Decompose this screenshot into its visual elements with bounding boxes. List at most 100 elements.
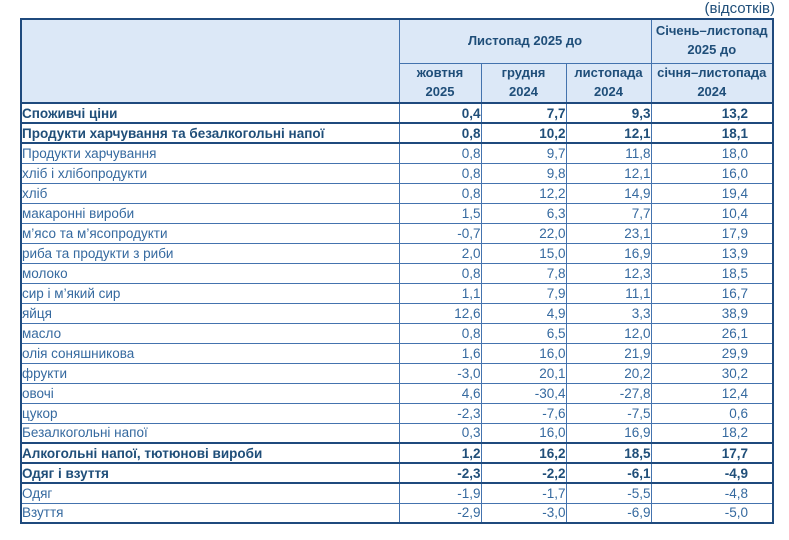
row-value: -6,1 [565, 462, 652, 484]
row-label: Взуття [20, 502, 400, 524]
row-label: м’ясо та м’ясопродукти [20, 222, 400, 244]
row-value: 0,8 [398, 182, 482, 204]
row-value: 17,9 [650, 222, 774, 244]
row-value: -2,2 [480, 462, 567, 484]
row-value: 16,0 [480, 422, 567, 444]
row-value: 0,8 [398, 142, 482, 164]
row-value: 12,1 [565, 162, 652, 184]
row-label: риба та продукти з риби [20, 242, 400, 264]
row-value: 7,7 [480, 102, 567, 124]
row-value: 16,9 [565, 242, 652, 264]
row-label: молоко [20, 262, 400, 284]
row-value: 18,5 [650, 262, 774, 284]
row-label: Споживчі ціни [20, 102, 400, 124]
row-value: 0,8 [398, 122, 482, 144]
row-value: -3,0 [398, 362, 482, 384]
row-value: 29,9 [650, 342, 774, 364]
row-value: 12,0 [565, 322, 652, 344]
row-value: -4,8 [650, 482, 774, 504]
row-value: 20,2 [565, 362, 652, 384]
table-row: Алкогольні напої, тютюнові вироби 1,2 16,2… [20, 442, 774, 464]
row-value: 13,9 [650, 242, 774, 264]
row-label: яйця [20, 302, 400, 324]
units-note: (відсотків) [704, 0, 775, 17]
row-label: Одяг [20, 482, 400, 504]
table-body: Споживчі ціни 0,4 7,7 9,3 13,2 Продукти харчу… [20, 102, 774, 524]
row-value: -2,3 [398, 462, 482, 484]
row-value: -7,5 [565, 402, 652, 424]
row-value: 0,4 [398, 102, 482, 124]
row-value: 18,1 [650, 122, 774, 144]
table-row: м’ясо та м’ясопродукти -0,7 22,0 23,1 17,9 [20, 222, 774, 244]
row-value: -7,6 [480, 402, 567, 424]
header-col-october-2025: жовтня 2025 [398, 62, 482, 104]
row-label: масло [20, 322, 400, 344]
header-corner-cell [20, 18, 400, 104]
row-label: олія соняшникова [20, 342, 400, 364]
row-label: цукор [20, 402, 400, 424]
row-value: -4,9 [650, 462, 774, 484]
row-value: 6,5 [480, 322, 567, 344]
table-row: фрукти -3,0 20,1 20,2 30,2 [20, 362, 774, 384]
row-value: 30,2 [650, 362, 774, 384]
row-value: 14,9 [565, 182, 652, 204]
row-value: 11,1 [565, 282, 652, 304]
row-value: 12,3 [565, 262, 652, 284]
table-row: хліб 0,8 12,2 14,9 19,4 [20, 182, 774, 204]
table-row: олія соняшникова 1,6 16,0 21,9 29,9 [20, 342, 774, 364]
table-row: сир і м’який сир 1,1 7,9 11,1 16,7 [20, 282, 774, 304]
row-value: 1,1 [398, 282, 482, 304]
row-value: -3,0 [480, 502, 567, 524]
row-label: Продукти харчування [20, 142, 400, 164]
row-value: 19,4 [650, 182, 774, 204]
header-group-november: Листопад 2025 до [398, 18, 652, 64]
row-value: 16,0 [480, 342, 567, 364]
row-value: 3,3 [565, 302, 652, 324]
row-value: 13,2 [650, 102, 774, 124]
row-value: 4,9 [480, 302, 567, 324]
row-value: 12,2 [480, 182, 567, 204]
row-value: 12,4 [650, 382, 774, 404]
row-label: хліб і хлібопродукти [20, 162, 400, 184]
row-label: овочі [20, 382, 400, 404]
row-value: 18,2 [650, 422, 774, 444]
row-value: -6,9 [565, 502, 652, 524]
row-label: Алкогольні напої, тютюнові вироби [20, 442, 400, 464]
row-label: сир і м’який сир [20, 282, 400, 304]
row-value: 18,5 [565, 442, 652, 464]
row-label: хліб [20, 182, 400, 204]
row-value: 16,7 [650, 282, 774, 304]
row-value: 4,6 [398, 382, 482, 404]
row-label: Безалкогольні напої [20, 422, 400, 444]
row-value: 22,0 [480, 222, 567, 244]
table-row: яйця 12,6 4,9 3,3 38,9 [20, 302, 774, 324]
row-value: 2,0 [398, 242, 482, 264]
table-row: Безалкогольні напої 0,3 16,0 16,9 18,2 [20, 422, 774, 444]
row-value: -5,0 [650, 502, 774, 524]
table-row: молоко 0,8 7,8 12,3 18,5 [20, 262, 774, 284]
row-value: 11,8 [565, 142, 652, 164]
table-row: Одяг і взуття -2,3 -2,2 -6,1 -4,9 [20, 462, 774, 484]
row-value: -0,7 [398, 222, 482, 244]
table-row: Одяг -1,9 -1,7 -5,5 -4,8 [20, 482, 774, 504]
row-value: 12,6 [398, 302, 482, 324]
row-value: -5,5 [565, 482, 652, 504]
row-value: 26,1 [650, 322, 774, 344]
row-value: 0,8 [398, 262, 482, 284]
row-value: 0,8 [398, 322, 482, 344]
table-header: Листопад 2025 до Січень–листопад 2025 до… [20, 18, 774, 104]
row-value: 6,3 [480, 202, 567, 224]
table-row: хліб і хлібопродукти 0,8 9,8 12,1 16,0 [20, 162, 774, 184]
price-index-table: Листопад 2025 до Січень–листопад 2025 до… [20, 18, 775, 524]
row-value: 9,8 [480, 162, 567, 184]
table-row: Взуття -2,9 -3,0 -6,9 -5,0 [20, 502, 774, 524]
row-value: 38,9 [650, 302, 774, 324]
row-label: макаронні вироби [20, 202, 400, 224]
row-value: -27,8 [565, 382, 652, 404]
table-row: овочі 4,6 -30,4 -27,8 12,4 [20, 382, 774, 404]
row-value: 16,0 [650, 162, 774, 184]
table-row: Продукти харчування 0,8 9,7 11,8 18,0 [20, 142, 774, 164]
row-value: 1,5 [398, 202, 482, 224]
row-value: 0,8 [398, 162, 482, 184]
